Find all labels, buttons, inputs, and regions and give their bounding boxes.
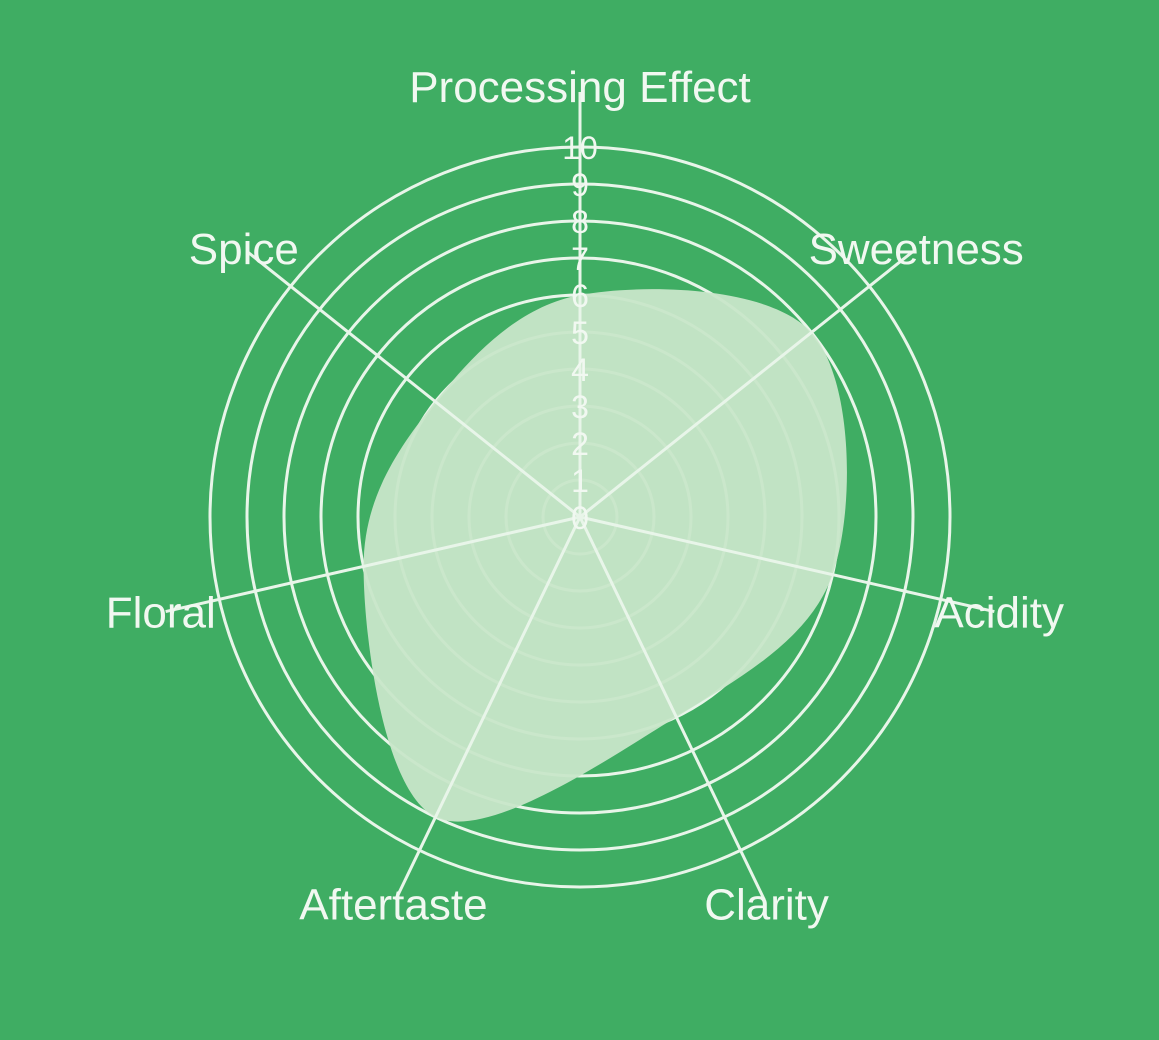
category-label: Floral — [106, 589, 216, 638]
radial-tick-label: 7 — [571, 241, 589, 277]
axis-line — [394, 516, 582, 901]
axis-line — [578, 516, 766, 901]
category-label: Processing Effect — [409, 63, 751, 112]
category-label: Acidity — [934, 589, 1064, 638]
radial-tick-label: 10 — [562, 130, 598, 166]
axis-line — [579, 250, 914, 519]
radial-tick-label: 9 — [571, 167, 589, 203]
category-label: Sweetness — [809, 225, 1024, 274]
axis-line — [246, 250, 581, 519]
radial-tick-label: 0 — [571, 500, 589, 536]
radial-tick-label: 1 — [571, 463, 589, 499]
series-area — [363, 289, 847, 822]
category-label: Spice — [189, 225, 299, 274]
category-label: Clarity — [704, 880, 829, 929]
radial-tick-label: 5 — [571, 315, 589, 351]
radial-tick-label: 8 — [571, 204, 589, 240]
axis-line — [165, 515, 581, 614]
radial-tick-label: 3 — [571, 389, 589, 425]
radial-tick-label: 6 — [571, 278, 589, 314]
axis-line — [579, 515, 995, 614]
category-label: Aftertaste — [299, 880, 487, 929]
radar-axes — [165, 92, 995, 901]
category-labels: Processing Effect Sweetness Acidity Clarity… — [106, 63, 1064, 929]
radial-tick-label: 2 — [571, 426, 589, 462]
radial-tick-label: 4 — [571, 352, 589, 388]
